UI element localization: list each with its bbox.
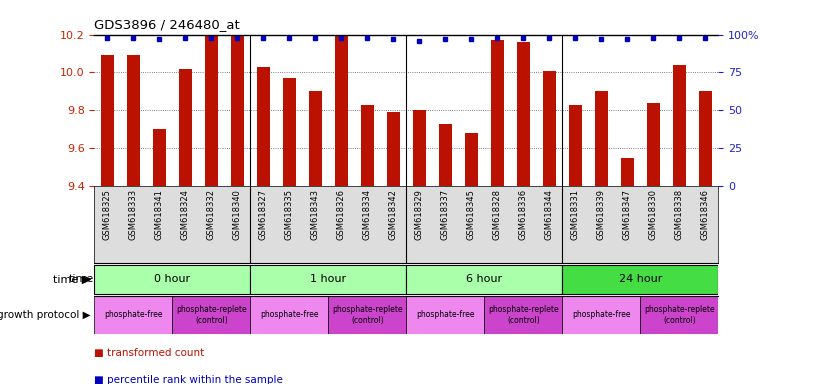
Text: GSM618343: GSM618343 xyxy=(311,189,320,240)
Bar xyxy=(179,69,192,186)
Bar xyxy=(647,103,660,186)
Bar xyxy=(465,133,478,186)
Text: phosphate-free: phosphate-free xyxy=(260,310,319,319)
Bar xyxy=(621,158,634,186)
Bar xyxy=(283,78,296,186)
Text: 1 hour: 1 hour xyxy=(310,274,346,285)
Text: GSM618329: GSM618329 xyxy=(415,189,424,240)
Bar xyxy=(517,42,530,186)
Text: GSM618334: GSM618334 xyxy=(363,189,372,240)
Text: 24 hour: 24 hour xyxy=(619,274,662,285)
Text: ■ transformed count: ■ transformed count xyxy=(94,348,204,358)
Text: GSM618327: GSM618327 xyxy=(259,189,268,240)
Text: GSM618330: GSM618330 xyxy=(649,189,658,240)
Bar xyxy=(94,265,250,294)
Bar xyxy=(250,265,406,294)
Text: GSM618347: GSM618347 xyxy=(623,189,632,240)
Bar xyxy=(562,296,640,334)
Bar xyxy=(101,55,114,186)
Text: GSM618341: GSM618341 xyxy=(155,189,164,240)
Bar xyxy=(640,296,718,334)
Bar xyxy=(406,265,562,294)
Text: GSM618338: GSM618338 xyxy=(675,189,684,240)
Bar xyxy=(328,296,406,334)
Bar xyxy=(309,91,322,186)
Bar xyxy=(543,71,556,186)
Text: phosphate-replete
(control): phosphate-replete (control) xyxy=(488,305,559,324)
Bar xyxy=(250,296,328,334)
Bar xyxy=(94,296,172,334)
Text: 0 hour: 0 hour xyxy=(154,274,190,285)
Text: phosphate-replete
(control): phosphate-replete (control) xyxy=(644,305,715,324)
Text: 6 hour: 6 hour xyxy=(466,274,502,285)
Text: growth protocol ▶: growth protocol ▶ xyxy=(0,310,90,320)
Bar xyxy=(153,129,166,186)
Text: time ▶: time ▶ xyxy=(53,274,90,285)
Text: phosphate-free: phosphate-free xyxy=(104,310,163,319)
Text: GSM618333: GSM618333 xyxy=(129,189,138,240)
Text: GSM618340: GSM618340 xyxy=(233,189,242,240)
Bar xyxy=(569,105,582,186)
Text: GSM618325: GSM618325 xyxy=(103,189,112,240)
Text: time: time xyxy=(69,274,94,285)
Bar xyxy=(484,296,562,334)
Bar xyxy=(406,296,484,334)
Text: phosphate-replete
(control): phosphate-replete (control) xyxy=(332,305,403,324)
Text: ■ percentile rank within the sample: ■ percentile rank within the sample xyxy=(94,375,283,384)
Text: GDS3896 / 246480_at: GDS3896 / 246480_at xyxy=(94,18,241,31)
Bar xyxy=(205,36,218,186)
Text: GSM618342: GSM618342 xyxy=(389,189,398,240)
Text: GSM618332: GSM618332 xyxy=(207,189,216,240)
Text: phosphate-free: phosphate-free xyxy=(416,310,475,319)
Text: GSM618324: GSM618324 xyxy=(181,189,190,240)
Bar xyxy=(361,105,374,186)
Text: GSM618335: GSM618335 xyxy=(285,189,294,240)
Bar xyxy=(595,91,608,186)
Text: GSM618328: GSM618328 xyxy=(493,189,502,240)
Text: GSM618336: GSM618336 xyxy=(519,189,528,240)
Bar xyxy=(699,91,712,186)
Text: phosphate-replete
(control): phosphate-replete (control) xyxy=(176,305,247,324)
Text: phosphate-free: phosphate-free xyxy=(572,310,631,319)
Text: GSM618346: GSM618346 xyxy=(701,189,710,240)
Text: GSM618331: GSM618331 xyxy=(571,189,580,240)
Text: GSM618326: GSM618326 xyxy=(337,189,346,240)
Text: GSM618345: GSM618345 xyxy=(467,189,476,240)
Bar xyxy=(413,110,426,186)
Bar xyxy=(127,55,140,186)
Bar xyxy=(387,112,400,186)
Bar xyxy=(491,40,504,186)
Text: GSM618344: GSM618344 xyxy=(545,189,554,240)
Bar xyxy=(562,265,718,294)
Bar xyxy=(257,67,270,186)
Bar xyxy=(439,124,452,186)
Bar xyxy=(172,296,250,334)
Bar xyxy=(231,36,244,186)
Bar xyxy=(335,36,348,186)
Bar xyxy=(673,65,686,186)
Text: GSM618339: GSM618339 xyxy=(597,189,606,240)
Text: GSM618337: GSM618337 xyxy=(441,189,450,240)
